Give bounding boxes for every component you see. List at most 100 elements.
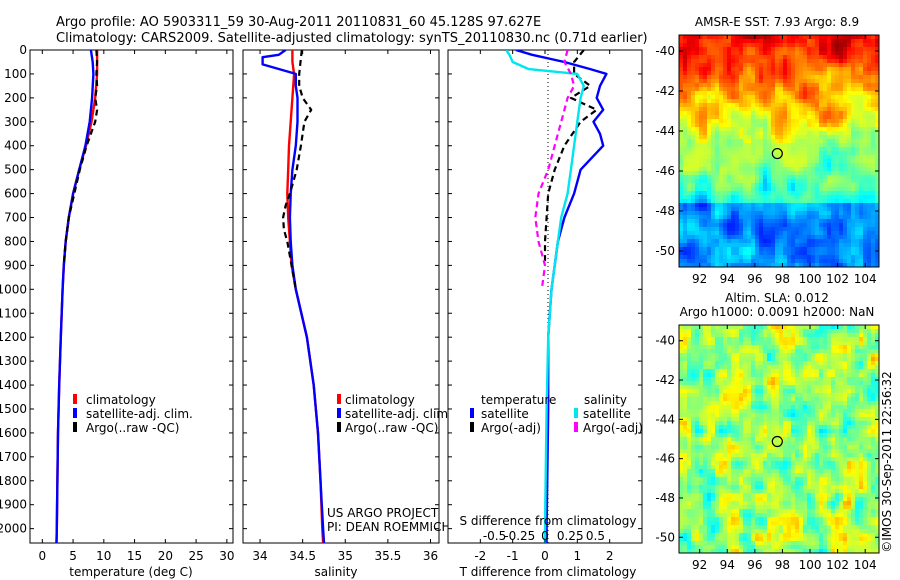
map-cell: [759, 401, 764, 406]
map-cell: [855, 163, 860, 168]
map-cell: [803, 357, 808, 362]
map-cell: [763, 385, 768, 390]
map-cell: [827, 389, 832, 394]
map-cell: [723, 99, 728, 104]
map-cell: [695, 179, 700, 184]
map-cell: [687, 247, 692, 252]
map-cell: [711, 175, 716, 180]
map-cell: [875, 425, 879, 430]
map-cell: [775, 457, 780, 462]
map-cell: [719, 421, 724, 426]
map-cell: [867, 393, 872, 398]
map-cell: [851, 401, 856, 406]
map-cell: [731, 385, 736, 390]
map-cell: [751, 195, 756, 200]
map-cell: [699, 369, 704, 374]
map-cell: [835, 115, 840, 120]
map-cell: [847, 219, 852, 224]
map-cell: [739, 413, 744, 418]
map-cell: [843, 199, 848, 204]
map-cell: [707, 449, 712, 454]
map-cell: [823, 111, 828, 116]
map-cell: [807, 203, 812, 208]
map-cell: [835, 397, 840, 402]
map-cell: [715, 223, 720, 228]
map-cell: [787, 429, 792, 434]
map-cell: [683, 365, 688, 370]
map-cell: [827, 437, 832, 442]
map-cell: [719, 103, 724, 108]
map-cell: [863, 51, 868, 56]
map-cell: [775, 247, 780, 252]
map-cell: [827, 381, 832, 386]
map-cell: [819, 99, 824, 104]
map-cell: [683, 465, 688, 470]
map-cell: [819, 127, 824, 132]
map-cell: [703, 365, 708, 370]
map-cell: [747, 421, 752, 426]
map-cell: [715, 131, 720, 136]
map-cell: [723, 227, 728, 232]
map-cell: [799, 75, 804, 80]
map-cell: [787, 397, 792, 402]
map-cell: [711, 203, 716, 208]
map-cell: [871, 151, 876, 156]
map-cell: [723, 405, 728, 410]
map-cell: [699, 167, 704, 172]
map-cell: [795, 437, 800, 442]
map-cell: [839, 353, 844, 358]
map-cell: [871, 393, 876, 398]
map-cell: [731, 405, 736, 410]
map-cell: [831, 457, 836, 462]
map-cell: [835, 445, 840, 450]
map-cell: [711, 433, 716, 438]
map-cell: [747, 465, 752, 470]
map-cell: [823, 345, 828, 350]
map-cell: [731, 163, 736, 168]
map-cell: [679, 263, 684, 267]
map-cell: [715, 155, 720, 160]
map-cell: [735, 175, 740, 180]
map-cell: [727, 83, 732, 88]
map-cell: [739, 333, 744, 338]
map-cell: [791, 95, 796, 100]
map-cell: [775, 401, 780, 406]
map-cell: [755, 345, 760, 350]
map-cell: [747, 381, 752, 386]
map-cell: [763, 401, 768, 406]
map-cell: [691, 119, 696, 124]
map-cell: [791, 175, 796, 180]
map-cell: [735, 441, 740, 446]
map-cell: [799, 147, 804, 152]
map-cell: [723, 437, 728, 442]
map-cell: [851, 47, 856, 52]
map-cell: [827, 155, 832, 160]
map-cell: [775, 163, 780, 168]
map-cell: [783, 243, 788, 248]
map-cell: [815, 453, 820, 458]
map-cell: [787, 365, 792, 370]
map-cell: [863, 231, 868, 236]
map-cell: [815, 457, 820, 462]
map-cell: [767, 373, 772, 378]
map-cell: [835, 223, 840, 228]
map-cell: [803, 147, 808, 152]
map-cell: [707, 71, 712, 76]
map-cell: [871, 111, 876, 116]
map-cell: [831, 401, 836, 406]
map-cell: [731, 71, 736, 76]
map-cell: [747, 187, 752, 192]
map-cell: [811, 155, 816, 160]
map-cell: [787, 325, 792, 330]
map-cell: [731, 373, 736, 378]
map-cell: [763, 207, 768, 212]
map-cell: [727, 159, 732, 164]
map-cell: [703, 183, 708, 188]
map-cell: [699, 35, 704, 40]
map-cell: [747, 325, 752, 330]
map-cell: [863, 373, 868, 378]
map-cell: [839, 255, 844, 260]
map-cell: [863, 251, 868, 256]
map-cell: [775, 369, 780, 374]
map-cell: [783, 159, 788, 164]
